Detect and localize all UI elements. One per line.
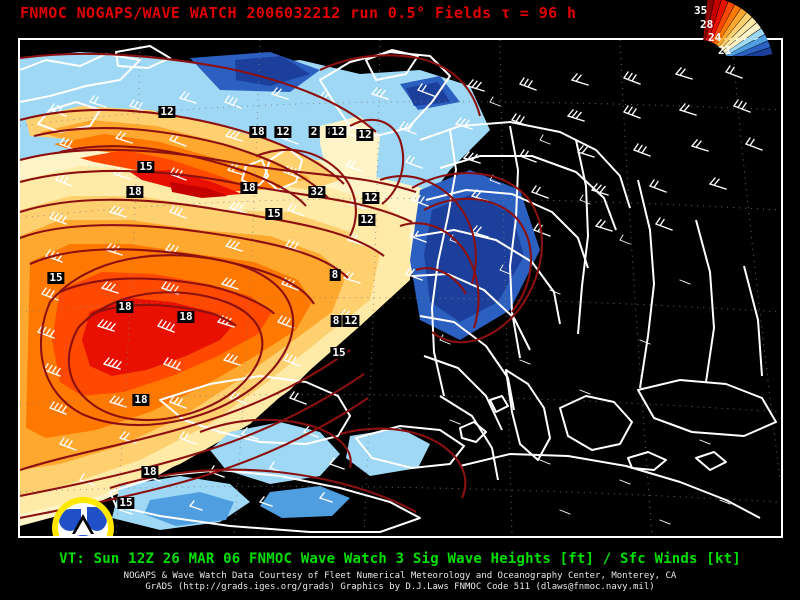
contour-label: 18 <box>116 300 134 313</box>
contour-label: 12 <box>358 213 376 226</box>
surface-wind-barbs <box>37 65 763 525</box>
contour-label: 15 <box>137 160 155 173</box>
legend-label-24: 24 <box>708 31 722 44</box>
contour-label: 8 <box>329 268 341 281</box>
contour-label: 18 <box>177 310 195 323</box>
contour-label: 12 <box>274 125 292 138</box>
page-title: FNMOC NOGAPS/WAVE WATCH 2006032212 run 0… <box>20 4 577 22</box>
contour-label: 15 <box>117 496 135 509</box>
legend-wedge <box>718 12 752 49</box>
fnmoc-logo: FNMOC <box>50 497 116 536</box>
map-frame: 1218122812121518183212151281518188121518… <box>18 38 783 538</box>
legend-label-28: 28 <box>700 18 714 31</box>
logo-wedge-bottom <box>70 535 96 536</box>
legend-label-35: 35 <box>694 4 708 17</box>
legend-wedge <box>726 34 768 59</box>
legend-wedge <box>727 40 771 61</box>
contour-label: 12 <box>362 191 380 204</box>
contour-label: 12 <box>329 125 347 138</box>
legend-wedge <box>703 0 714 41</box>
contour-label: 12 <box>158 105 176 118</box>
contour-label: 32 <box>308 185 326 198</box>
contour-label: 12 <box>356 128 374 141</box>
legend-label-21: 21 <box>718 44 732 57</box>
map-canvas: 1218122812121518183212151281518188121518… <box>20 40 781 536</box>
contour-label: 18 <box>240 181 258 194</box>
logo-disc <box>58 503 108 536</box>
credit-line-1: NOGAPS & Wave Watch Data Courtesy of Fle… <box>123 571 677 581</box>
contour-label: 18 <box>141 465 159 478</box>
contour-label: 18 <box>132 393 150 406</box>
contour-label: 8 <box>330 314 342 327</box>
credit-line-2: GrADS (http://grads.iges.org/grads) Grap… <box>145 582 655 592</box>
legend-wedge <box>721 17 757 51</box>
contour-label: 15 <box>265 207 283 220</box>
legend-wedge <box>708 0 728 43</box>
wind-speed-legend: 35 28 24 21 <box>692 0 800 64</box>
valid-time-line: VT: Sun 12Z 26 MAR 06 FNMOC Wave Watch 3… <box>59 551 741 567</box>
contour-label: 2 <box>308 125 320 138</box>
legend-wedge <box>714 4 741 45</box>
legend-fan-wedges <box>703 0 773 64</box>
contour-label: 18 <box>126 185 144 198</box>
contour-label: 12 <box>342 314 360 327</box>
legend-wedge <box>723 22 761 53</box>
logo-triangle-inner <box>75 520 91 534</box>
legend-wedge <box>706 0 721 42</box>
contour-label: 15 <box>330 346 348 359</box>
legend-wedge <box>724 28 765 56</box>
contour-label: 15 <box>47 271 65 284</box>
wave-height-contours <box>20 52 543 520</box>
legend-wedge <box>711 1 735 44</box>
contour-label: 18 <box>249 125 267 138</box>
legend-wedge <box>716 8 747 47</box>
